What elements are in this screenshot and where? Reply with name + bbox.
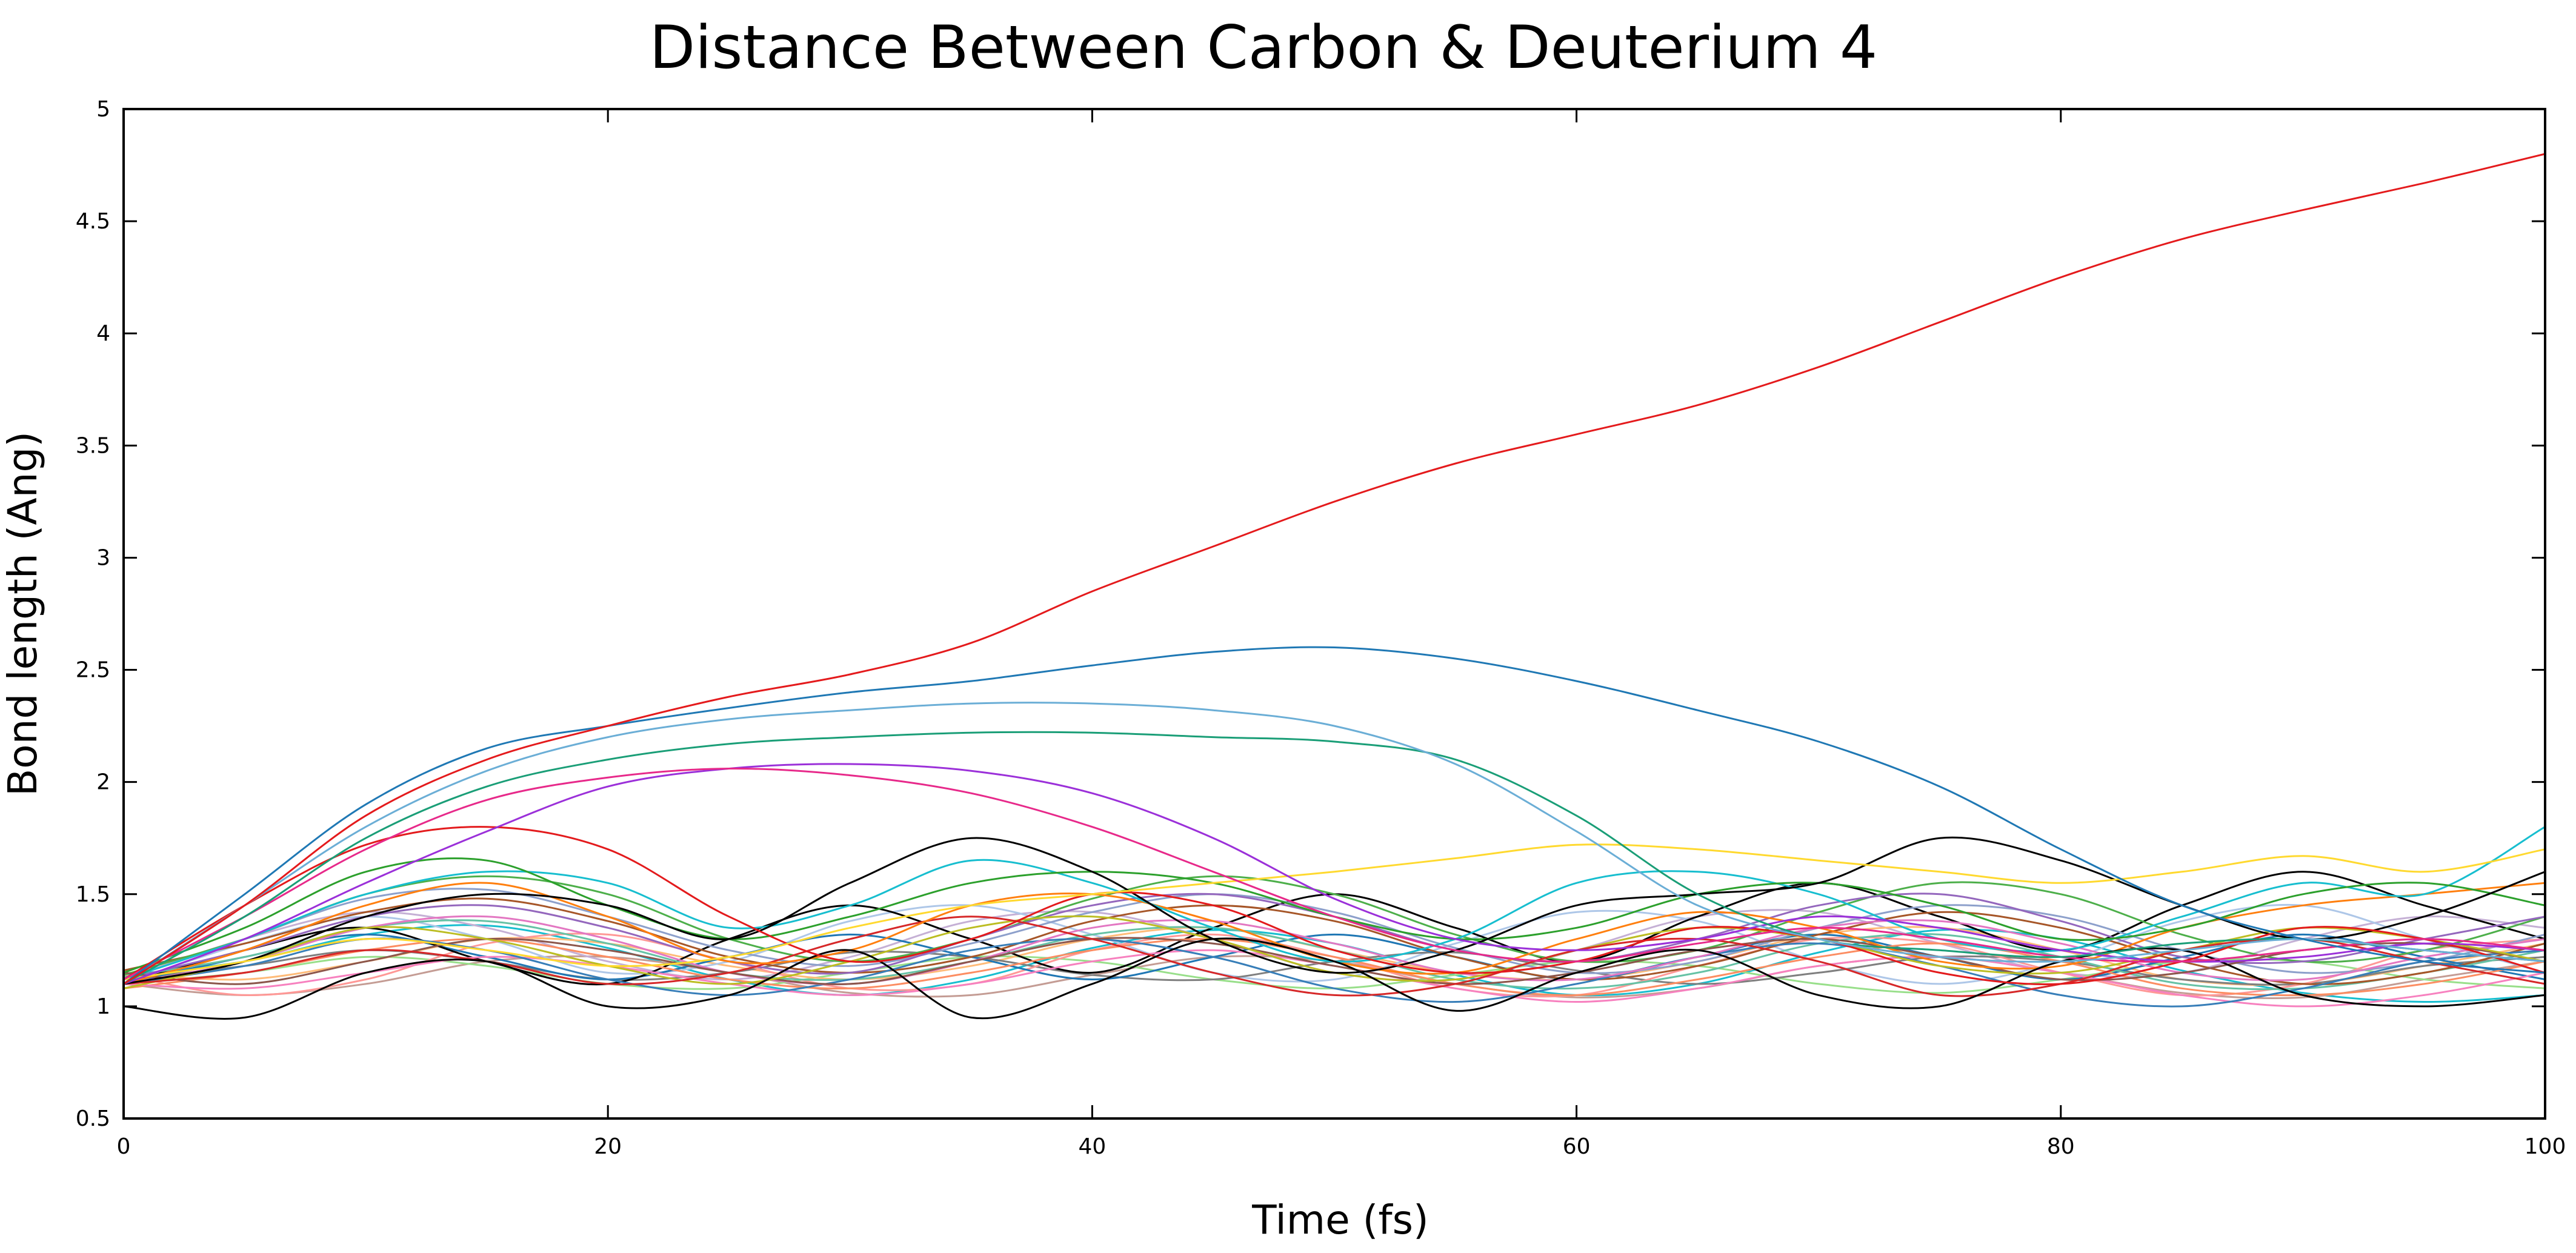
series-line-18 — [122, 915, 2546, 986]
series-line-35 — [122, 924, 2546, 1003]
series-line-5 — [122, 767, 2546, 980]
y-tick-label: 1.5 — [76, 882, 110, 907]
chart-title: Distance Between Carbon & Deuterium 4 — [650, 13, 1878, 82]
series-line-6 — [122, 763, 2546, 985]
series-line-34 — [122, 955, 2546, 999]
x-tick-label: 60 — [1563, 1134, 1591, 1159]
series-line-30 — [122, 903, 2546, 985]
series-line-24 — [122, 938, 2546, 997]
series-line-3 — [122, 702, 2546, 985]
series-line-19 — [122, 875, 2546, 976]
x-tick-label: 80 — [2047, 1134, 2075, 1159]
y-tick-label: 2 — [96, 770, 110, 795]
series-line-1 — [122, 153, 2546, 985]
series-line-21 — [122, 897, 2546, 985]
plot-frame — [122, 108, 2546, 1120]
series-line-2 — [122, 646, 2546, 985]
series-line-27 — [122, 933, 2546, 985]
y-tick-label: 3 — [96, 545, 110, 570]
series-line-4 — [122, 731, 2546, 985]
x-axis: 0 20 40 60 80 100 — [117, 109, 2566, 1159]
x-tick-label: 100 — [2524, 1134, 2566, 1159]
x-tick-label: 20 — [594, 1134, 622, 1159]
y-tick-label: 5 — [96, 97, 110, 122]
y-tick-label: 1 — [96, 994, 110, 1019]
y-tick-label: 2.5 — [76, 658, 110, 683]
series-line-16 — [122, 937, 2546, 985]
y-tick-label: 3.5 — [76, 433, 110, 458]
series-line-8 — [122, 826, 2546, 986]
x-tick-label: 40 — [1078, 1134, 1106, 1159]
y-axis: 0.5 1 1.5 2 2.5 3 3.5 4 4.5 5 — [76, 97, 2545, 1131]
series-layer — [122, 153, 2546, 1020]
series-line-20 — [122, 937, 2546, 1008]
y-axis-label: Bond length (Ang) — [0, 431, 46, 796]
x-tick-label: 0 — [117, 1134, 131, 1159]
y-tick-label: 4.5 — [76, 209, 110, 234]
x-axis-label: Time (fs) — [1251, 1197, 1429, 1243]
series-line-7 — [122, 843, 2546, 980]
y-tick-label: 4 — [96, 321, 110, 346]
series-line-22 — [122, 949, 2546, 1008]
series-line-31 — [122, 926, 2546, 986]
series-line-9 — [122, 836, 2546, 985]
y-tick-label: 0.5 — [76, 1106, 110, 1131]
